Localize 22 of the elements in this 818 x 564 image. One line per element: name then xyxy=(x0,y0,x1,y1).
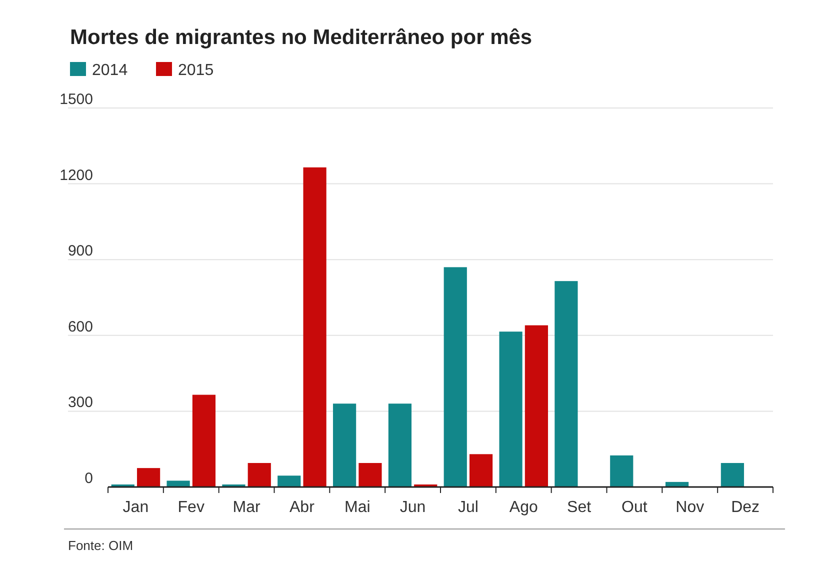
chart-title: Mortes de migrantes no Mediterrâneo por mês xyxy=(70,26,532,49)
x-tick-label: Jan xyxy=(122,499,149,516)
x-tick-label: Jun xyxy=(400,499,426,516)
source-note: Fonte: OIM xyxy=(68,538,134,553)
x-tick-label: Fev xyxy=(178,499,204,516)
x-tick-label: Abr xyxy=(290,499,316,516)
x-tick-label: Set xyxy=(567,499,592,516)
x-tick-label: Ago xyxy=(509,499,538,516)
x-tick-label: Nov xyxy=(676,499,704,516)
y-tick-label: 1200 xyxy=(60,166,93,184)
legend-label: 2014 xyxy=(92,62,128,79)
y-tick-label: 300 xyxy=(68,394,93,412)
y-tick-label: 900 xyxy=(68,242,93,260)
y-tick-label: 1500 xyxy=(60,91,93,108)
x-tick-label: Out xyxy=(622,499,648,516)
x-tick-label: Mar xyxy=(232,499,261,516)
y-tick-label: 0 xyxy=(84,470,93,487)
x-tick-label: Dez xyxy=(731,499,760,516)
y-tick-label: 600 xyxy=(68,318,93,336)
x-tick-label: Mai xyxy=(344,499,370,516)
legend-label: 2015 xyxy=(178,62,214,79)
x-tick-label: Jul xyxy=(458,499,478,516)
